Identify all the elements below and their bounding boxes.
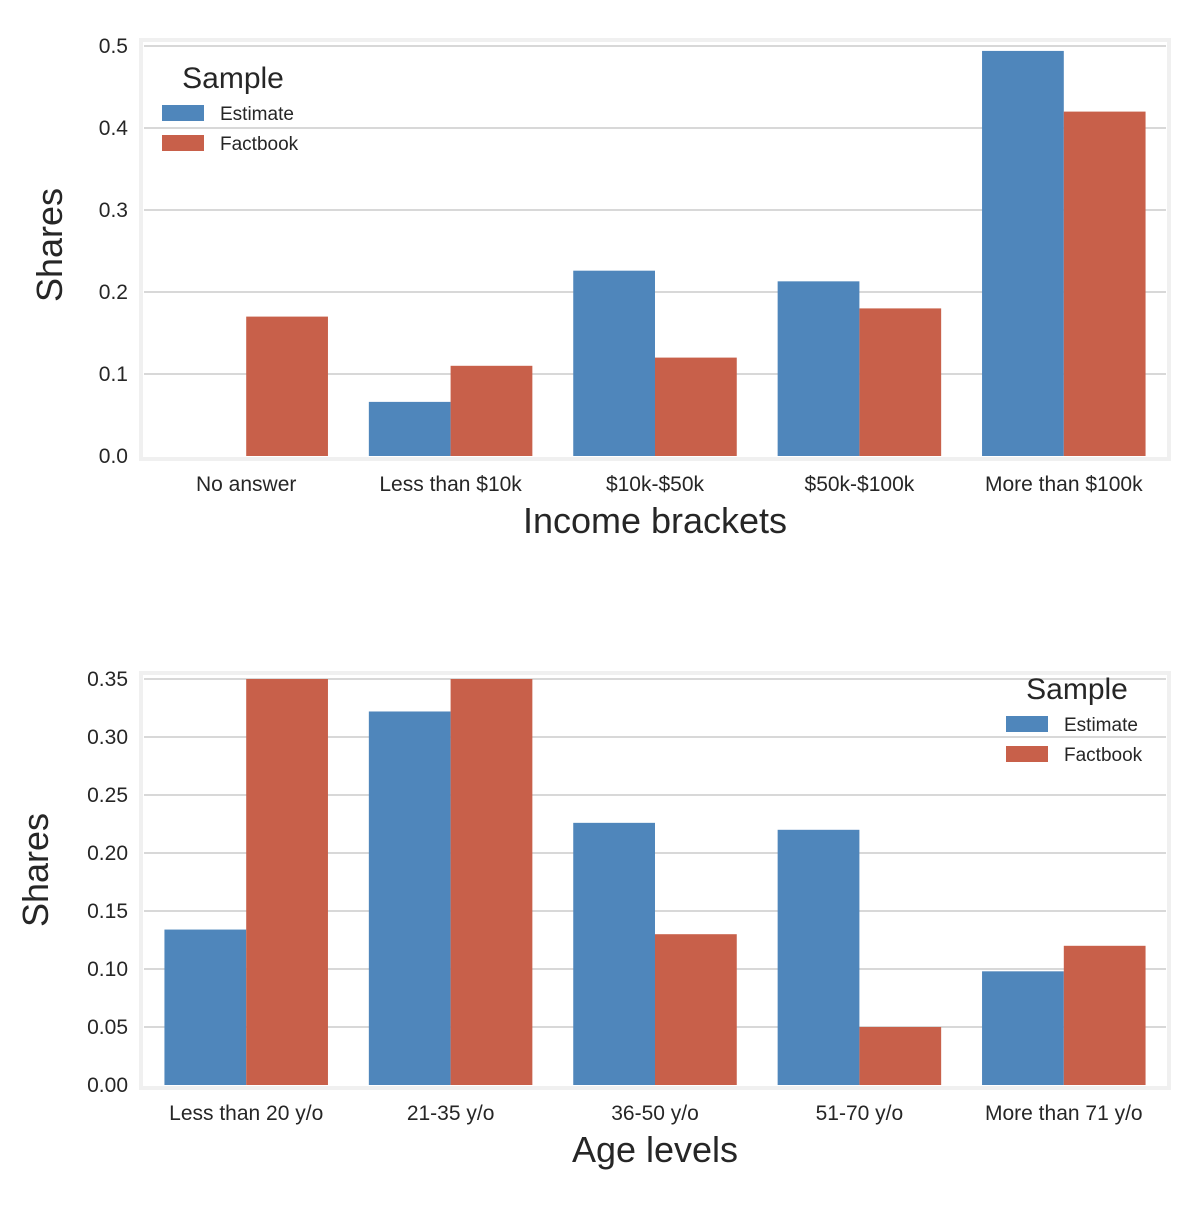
bar-estimate-4 [777, 281, 860, 456]
x-tick-label: 51-70 y/o [816, 1102, 904, 1125]
legend-label: Estimate [220, 104, 294, 125]
bar-factbook-5 [1063, 945, 1146, 1085]
y-tick-label: 0.00 [87, 1074, 128, 1097]
y-tick-label: 0.25 [87, 784, 128, 807]
legend: Sample Estimate Factbook [162, 62, 299, 155]
x-axis-title: Income brackets [523, 500, 787, 541]
y-tick-label: 0.35 [87, 668, 128, 691]
bar-factbook-2 [450, 365, 533, 456]
x-tick-label: More than 71 y/o [985, 1102, 1143, 1125]
y-tick-label: 0.4 [99, 117, 129, 140]
x-axis-title: Age levels [572, 1129, 738, 1170]
y-tick-label: 0.15 [87, 900, 128, 923]
x-tick-label: 36-50 y/o [611, 1102, 699, 1125]
plot-frame [139, 38, 1171, 461]
y-tick-label: 0.20 [87, 842, 128, 865]
bar-estimate-2 [368, 401, 451, 456]
bar-factbook-2 [450, 679, 533, 1085]
y-tick-label: 0.2 [99, 281, 128, 304]
x-tick-label: $50k-$100k [805, 473, 915, 496]
legend-swatch-factbook [162, 135, 204, 151]
bar-estimate-4 [777, 829, 860, 1085]
legend-swatch-estimate [162, 105, 204, 121]
bar-factbook-4 [859, 308, 942, 456]
legend-title: Sample [1026, 673, 1128, 706]
plot-frame [139, 671, 1171, 1090]
x-tick-label: More than $100k [985, 473, 1143, 496]
bar-estimate-1 [164, 929, 247, 1085]
x-tick-label: No answer [196, 473, 296, 496]
bar-factbook-4 [859, 1027, 942, 1085]
y-tick-label: 0.0 [99, 445, 128, 468]
x-tick-label: Less than 20 y/o [169, 1102, 323, 1125]
y-tick-label: 0.05 [87, 1016, 128, 1039]
legend-swatch-estimate [1006, 716, 1048, 732]
legend-label: Estimate [1064, 715, 1138, 736]
bar-factbook-3 [655, 934, 737, 1085]
legend-title: Sample [182, 62, 284, 95]
bar-estimate-3 [573, 822, 655, 1085]
x-tick-label: Less than $10k [379, 473, 522, 496]
bar-estimate-3 [573, 270, 655, 456]
chart-1: 0.0 0.1 0.2 0.3 0.4 0.5 No answer Less than $10… [29, 35, 1171, 541]
y-tick-label: 0.5 [99, 35, 128, 58]
y-tick-label: 0.1 [99, 363, 128, 386]
bar-factbook-5 [1063, 111, 1146, 456]
bar-estimate-5 [982, 50, 1064, 457]
chart-2: 0.00 0.05 0.10 0.15 0.20 0.25 0.30 0.35 Less tha… [15, 668, 1171, 1170]
bar-factbook-3 [655, 357, 737, 456]
y-axis-title: Shares [15, 813, 56, 927]
y-tick-label: 0.30 [87, 726, 128, 749]
legend-label: Factbook [220, 134, 299, 155]
legend: Sample Estimate Factbook [1006, 673, 1143, 766]
y-axis-title: Shares [29, 188, 70, 302]
bar-estimate-2 [368, 711, 451, 1085]
bar-factbook-1 [246, 316, 328, 456]
y-tick-label: 0.3 [99, 199, 128, 222]
x-tick-label: 21-35 y/o [407, 1102, 495, 1125]
y-tick-label: 0.10 [87, 958, 128, 981]
x-tick-label: $10k-$50k [606, 473, 705, 496]
bar-factbook-1 [246, 679, 328, 1085]
legend-swatch-factbook [1006, 746, 1048, 762]
bar-estimate-5 [982, 971, 1064, 1085]
legend-label: Factbook [1064, 745, 1143, 766]
